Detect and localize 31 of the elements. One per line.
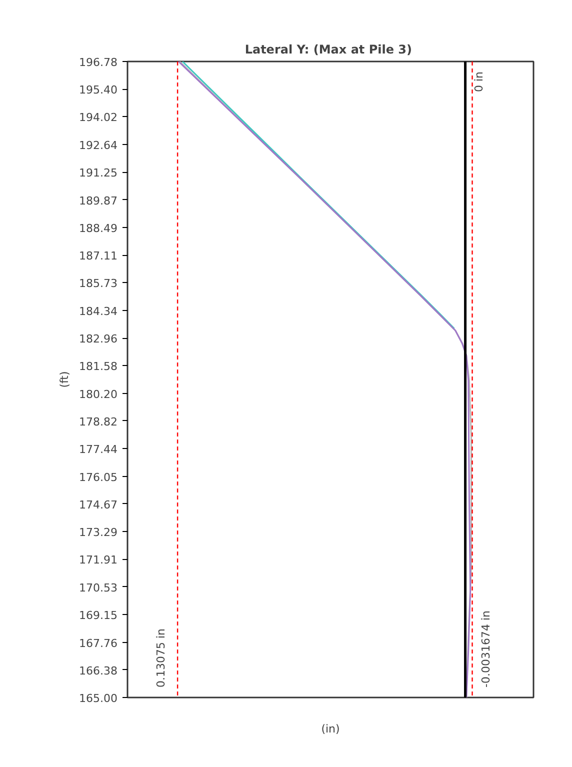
- y-tick-label: 189.87: [79, 194, 118, 208]
- y-axis-title: (ft): [58, 371, 72, 388]
- y-tick-label: 184.34: [79, 304, 118, 318]
- y-tick-label: 166.38: [79, 664, 118, 678]
- ref-line-label: 0 in: [472, 71, 486, 92]
- ref-line-label: -0.0031674 in: [479, 610, 492, 688]
- line-series: [182, 62, 456, 330]
- y-tick-label: 167.76: [79, 636, 118, 650]
- y-tick-label: 181.58: [79, 360, 118, 374]
- y-tick-label: 191.25: [79, 166, 118, 180]
- y-tick-label: 177.44: [79, 443, 118, 456]
- y-tick-label: 169.15: [79, 608, 118, 622]
- y-tick-label: 182.96: [79, 332, 118, 346]
- x-axis-title: (in): [321, 722, 340, 736]
- y-tick-label: 176.05: [79, 470, 118, 484]
- y-tick-label: 174.67: [79, 498, 118, 512]
- y-tick-label: 178.82: [79, 415, 118, 428]
- y-tick-label: 187.11: [79, 250, 118, 263]
- y-tick-label: 171.91: [79, 554, 118, 567]
- y-tick-label: 194.02: [79, 111, 118, 124]
- y-tick-label: 185.73: [79, 277, 118, 290]
- y-tick-label: 170.53: [79, 581, 118, 594]
- y-tick-label: 192.64: [79, 138, 118, 152]
- y-tick-label: 173.29: [79, 526, 118, 540]
- y-tick-label: 188.49: [79, 222, 118, 235]
- y-tick-label: 180.20: [79, 388, 118, 401]
- ref-line-label: 0.13075 in: [154, 628, 168, 688]
- y-tick-label: 195.40: [79, 84, 118, 97]
- y-tick-label: 196.78: [79, 56, 118, 69]
- y-tick-label: 165.00: [79, 692, 118, 705]
- chart-title: Lateral Y: (Max at Pile 3): [244, 42, 412, 56]
